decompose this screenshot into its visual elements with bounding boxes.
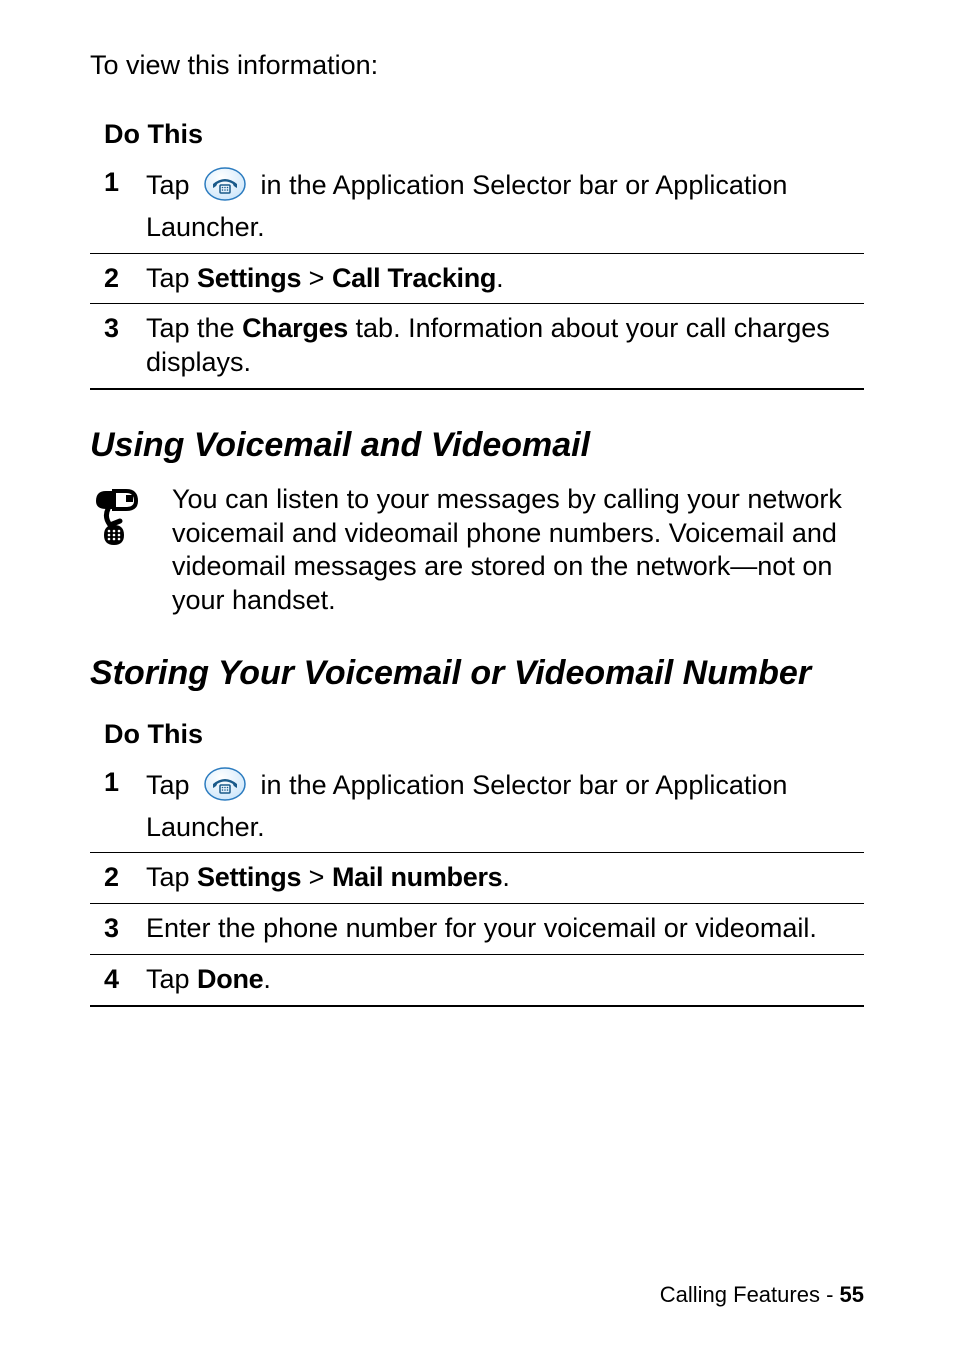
step-text-pre: Tap [146, 770, 197, 800]
step-row: 1 Tap in the Application Selector bar or… [90, 758, 864, 853]
ui-label-call-tracking: Call Tracking [332, 263, 496, 293]
do-this-header-2: Do This [90, 711, 864, 758]
ui-label-done: Done [197, 964, 263, 994]
step-text-pre: Tap the [146, 313, 242, 343]
ui-label-charges: Charges [242, 313, 348, 343]
step-number: 2 [90, 253, 140, 304]
footer-page-number: 55 [840, 1282, 864, 1307]
step-number: 3 [90, 304, 140, 389]
step-number: 2 [90, 853, 140, 904]
step-number: 3 [90, 904, 140, 955]
step-body: Tap Done. [140, 954, 864, 1005]
heading-storing-number: Storing Your Voicemail or Videomail Numb… [90, 654, 864, 693]
step-row: 2 Tap Settings > Call Tracking. [90, 253, 864, 304]
step-row: 2 Tap Settings > Mail numbers. [90, 853, 864, 904]
step-row: 3 Tap the Charges tab. Information about… [90, 304, 864, 389]
step-text-post: . [263, 964, 271, 994]
step-text-pre: Tap [146, 170, 197, 200]
step-text-mid: > [301, 263, 332, 293]
step-text-post: . [496, 263, 504, 293]
step-body: Tap Settings > Mail numbers. [140, 853, 864, 904]
step-text-mid: > [301, 862, 332, 892]
step-number: 4 [90, 954, 140, 1005]
step-number: 1 [90, 758, 140, 853]
step-text-post: . [502, 862, 510, 892]
step-number: 1 [90, 158, 140, 253]
step-body: Enter the phone number for your voicemai… [140, 904, 864, 955]
step-body: Tap Settings > Call Tracking. [140, 253, 864, 304]
step-row: 4 Tap Done. [90, 954, 864, 1005]
step-body: Tap in the Application Selector bar or A… [140, 758, 864, 853]
step-body: Tap in the Application Selector bar or A… [140, 158, 864, 253]
footer-section: Calling Features - [660, 1282, 840, 1307]
do-this-header-1: Do This [90, 111, 864, 158]
phone-app-icon [203, 166, 247, 211]
step-text-pre: Tap [146, 964, 197, 994]
steps-table-2: 1 Tap in the Application Selector bar or… [90, 758, 864, 1007]
heading-voicemail: Using Voicemail and Videomail [90, 426, 864, 465]
intro-text: To view this information: [90, 50, 864, 81]
step-text-pre: Tap [146, 263, 197, 293]
voicemail-paragraph: You can listen to your messages by calli… [172, 483, 864, 618]
network-feature-icon [90, 487, 154, 560]
step-row: 1 Tap in the Application Selector bar or… [90, 158, 864, 253]
step-row: 3 Enter the phone number for your voicem… [90, 904, 864, 955]
ui-label-settings: Settings [197, 263, 301, 293]
step-text-pre: Tap [146, 862, 197, 892]
page-footer: Calling Features - 55 [660, 1282, 864, 1308]
step-body: Tap the Charges tab. Information about y… [140, 304, 864, 389]
ui-label-settings: Settings [197, 862, 301, 892]
steps-table-1: 1 Tap in the Application Selector bar or… [90, 158, 864, 390]
phone-app-icon [203, 766, 247, 811]
ui-label-mail-numbers: Mail numbers [332, 862, 502, 892]
